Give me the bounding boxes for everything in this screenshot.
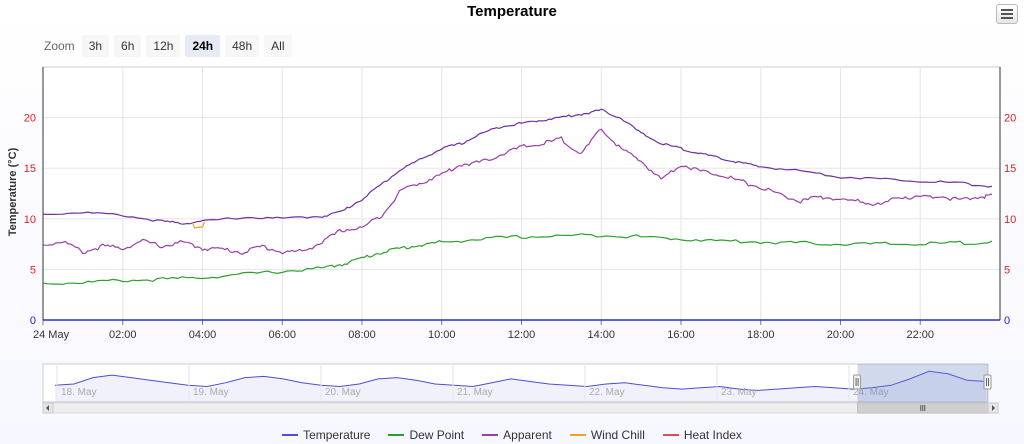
y-tick-label-right: 15 [1004, 163, 1016, 175]
zoom-3h-button[interactable]: 3h [81, 35, 110, 57]
legend-label: Temperature [303, 428, 371, 442]
navigator-date-label: 19. May [193, 387, 229, 398]
series-line-dew-point [42, 233, 993, 285]
zoom-12h-button[interactable]: 12h [146, 35, 181, 57]
legend-label: Heat Index [683, 428, 742, 442]
zoom-all-button[interactable]: All [264, 35, 292, 57]
hamburger-menu-icon[interactable] [996, 4, 1018, 24]
navigator-area [42, 363, 989, 403]
scroll-right-arrow-icon [992, 405, 995, 411]
navigator-date-label: 22. May [589, 387, 625, 398]
navigator-date-label: 24. May [853, 387, 889, 398]
legend-item-apparent[interactable]: Apparent [482, 428, 552, 442]
y-tick-label-left: 20 [24, 113, 36, 125]
legend-item-heat-index[interactable]: Heat Index [662, 428, 742, 442]
x-tick-label: 06:00 [268, 329, 296, 341]
y-tick-label-left: 15 [24, 163, 36, 175]
navigator-date-label: 21. May [457, 387, 493, 398]
series-line-apparent [42, 128, 993, 255]
x-tick-label: 10:00 [428, 329, 456, 341]
y-tick-label-right: 20 [1004, 113, 1016, 125]
zoom-24h-button[interactable]: 24h [185, 35, 221, 57]
navigator-series-line [54, 370, 987, 391]
navigator-date-label: 23. May [721, 387, 757, 398]
navigator-area-fill [55, 371, 986, 402]
navigator-selection [857, 364, 988, 402]
x-tick-label: 24 May [33, 329, 70, 341]
navigator-date-label: 20. May [325, 387, 361, 398]
zoom-label: Zoom [44, 39, 75, 53]
x-tick-label: 04:00 [189, 329, 217, 341]
navigator-handle-right [983, 374, 992, 390]
zoom-selector: Zoom 3h 6h 12h 24h 48h All [44, 35, 297, 57]
y-tick-label-left: 10 [24, 214, 36, 226]
y-tick-label-left: 5 [30, 264, 36, 276]
navigator-handle-left [853, 374, 862, 390]
zoom-48h-button[interactable]: 48h [225, 35, 260, 57]
x-tick-label: 22:00 [906, 329, 934, 341]
x-tick-label: 16:00 [667, 329, 695, 341]
legend-label: Apparent [503, 428, 552, 442]
y-tick-label-right: 0 [1004, 315, 1010, 327]
y-tick-label-right: 5 [1004, 264, 1010, 276]
legend-item-wind-chill[interactable]: Wind Chill [569, 428, 645, 442]
series-line-wind-chill [191, 221, 206, 229]
x-tick-label: 14:00 [587, 329, 615, 341]
legend-item-temperature[interactable]: Temperature [282, 428, 370, 442]
x-tick-label: 18:00 [747, 329, 775, 341]
y-tick-label-right: 10 [1004, 214, 1016, 226]
legend-label: Wind Chill [590, 428, 645, 442]
x-tick-label: 02:00 [109, 329, 137, 341]
y-tick-label-left: 0 [30, 315, 36, 327]
scroll-left-arrow-icon [46, 405, 49, 411]
y-axis-title: Temperature (°C) [7, 147, 19, 236]
x-tick-label: 12:00 [508, 329, 536, 341]
scrollbar-track [42, 402, 999, 414]
navigator-date-label: 18. May [61, 387, 97, 398]
x-tick-label: 08:00 [348, 329, 376, 341]
x-tick-label: 20:00 [827, 329, 855, 341]
legend-item-dew-point[interactable]: Dew Point [388, 428, 464, 442]
zoom-6h-button[interactable]: 6h [114, 35, 142, 57]
series-line-temperature [42, 108, 993, 225]
legend: Temperature Dew Point Apparent Wind Chil… [0, 428, 1024, 442]
legend-label: Dew Point [409, 428, 465, 442]
chart-title: Temperature [467, 3, 557, 20]
